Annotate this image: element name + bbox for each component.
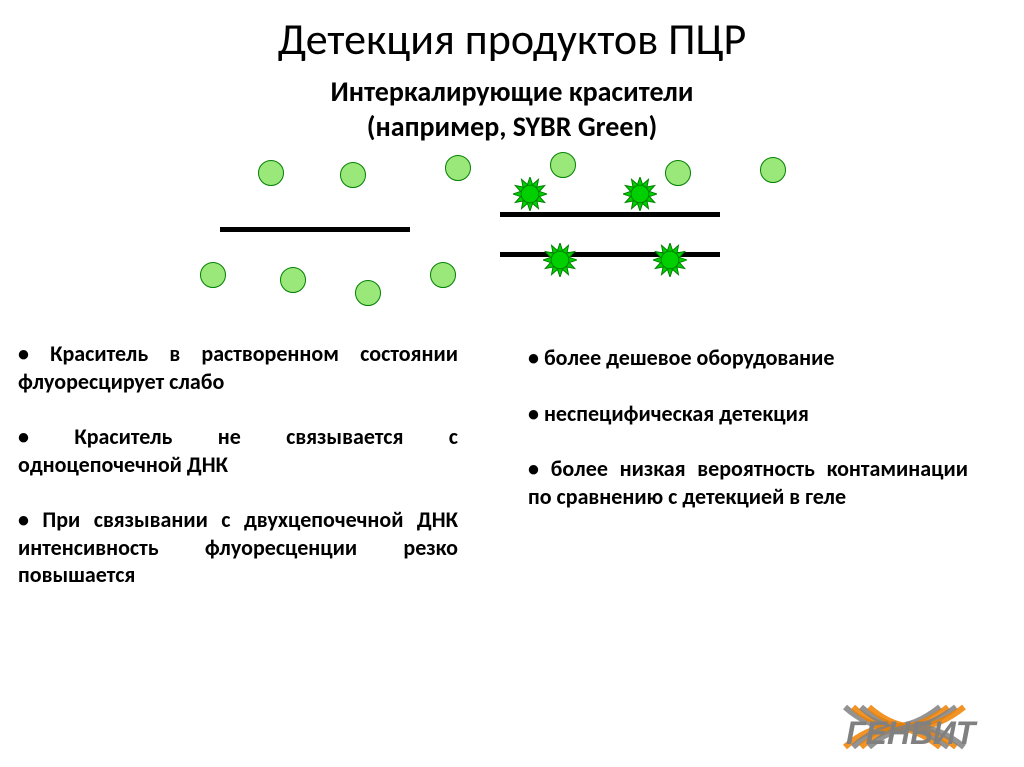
content-columns: Краситель в растворенном состоянии флуор… — [0, 340, 1024, 617]
slide-subtitle: Интеркалирующие красители (например, SYB… — [0, 74, 1024, 144]
svg-text:ГЕНБИТ: ГЕНБИТ — [846, 715, 978, 751]
bound-dye-starburst — [653, 243, 687, 282]
bullet-text: более низкая вероятность контаминации по… — [528, 455, 968, 510]
bullet-text: При связывании с двухцепочечной ДНК инте… — [18, 506, 458, 589]
free-dye-circle — [355, 280, 381, 306]
bound-dye-starburst — [513, 177, 547, 216]
free-dye-circle — [550, 152, 576, 178]
genbit-logo: ГЕНБИТ — [840, 702, 1010, 757]
free-dye-circle — [445, 155, 471, 181]
bullet-text: неспецифическая детекция — [528, 400, 968, 428]
free-dye-circle — [340, 162, 366, 188]
subtitle-line-2: (например, SYBR Green) — [0, 109, 1024, 144]
bound-dye-starburst — [623, 177, 657, 216]
dna-strand — [220, 227, 410, 232]
free-dye-circle — [258, 160, 284, 186]
free-dye-circle — [665, 160, 691, 186]
sybr-green-diagram — [220, 152, 860, 322]
slide-title: Детекция продуктов ПЦР — [0, 0, 1024, 66]
free-dye-circle — [430, 262, 456, 288]
free-dye-circle — [280, 267, 306, 293]
bullet-text: Краситель не связывается с одноцепочечно… — [18, 423, 458, 478]
right-column: более дешевое оборудование неспецифическа… — [528, 340, 968, 617]
dna-strand — [500, 252, 720, 257]
bound-dye-starburst — [543, 243, 577, 282]
free-dye-circle — [200, 262, 226, 288]
left-column: Краситель в растворенном состоянии флуор… — [18, 340, 458, 617]
subtitle-line-1: Интеркалирующие красители — [0, 74, 1024, 109]
free-dye-circle — [760, 157, 786, 183]
bullet-text: более дешевое оборудование — [528, 344, 968, 372]
bullet-text: Краситель в растворенном состоянии флуор… — [18, 340, 458, 395]
